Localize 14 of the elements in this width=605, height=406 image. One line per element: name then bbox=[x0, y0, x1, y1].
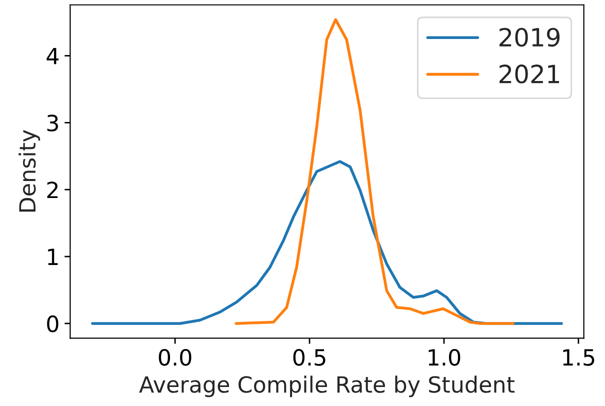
x-tick-label: 0.0 bbox=[158, 349, 192, 366]
x-tick-label: 1.0 bbox=[428, 349, 460, 366]
line-series bbox=[91, 160, 563, 325]
y-tick-label: 1 bbox=[48, 248, 58, 265]
y-axis-title: Density bbox=[18, 130, 40, 212]
y-tick-label: 4 bbox=[46, 48, 59, 64]
y-tick-label: 3 bbox=[47, 114, 58, 132]
x-tick-label: 0.5 bbox=[293, 349, 326, 366]
y-tick-label: 0 bbox=[47, 315, 58, 332]
legend-label: 2021 bbox=[500, 64, 560, 84]
legend-label: 2019 bbox=[500, 28, 560, 47]
x-tick-label: 1.5 bbox=[563, 349, 594, 366]
x-axis-title: Average Compile Rate by Student bbox=[139, 376, 514, 398]
y-tick-label: 2 bbox=[47, 182, 58, 198]
